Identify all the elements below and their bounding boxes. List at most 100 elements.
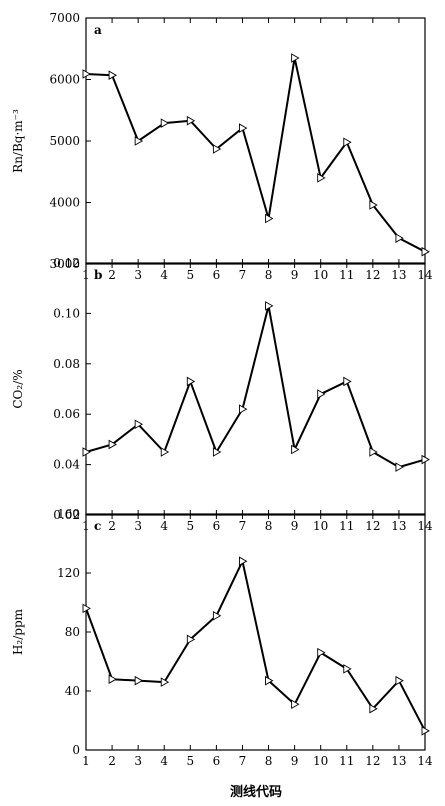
data-point: [186, 634, 196, 645]
data-point: [160, 677, 170, 687]
panel-label: c: [94, 519, 101, 533]
data-point: [421, 246, 430, 257]
y-tick-label: 7000: [49, 11, 80, 25]
x-tick-label: 10: [313, 268, 328, 282]
data-point: [186, 376, 196, 387]
plot-frame: [85, 262, 426, 516]
data-point: [343, 664, 352, 674]
data-point: [160, 118, 170, 128]
x-tick-label: 11: [339, 519, 354, 533]
data-point: [395, 233, 404, 243]
y-tick-label: 40: [65, 684, 80, 698]
x-tick-label: 11: [339, 268, 354, 282]
y-tick-label: 0.04: [53, 458, 80, 472]
data-point: [291, 444, 300, 455]
y-tick-label: 160: [57, 507, 80, 521]
x-tick-label: 2: [108, 519, 116, 533]
data-point: [421, 454, 430, 465]
y-tick-label: 0.12: [53, 256, 80, 270]
data-point: [395, 675, 404, 686]
x-tick-label: 12: [365, 754, 380, 768]
data-point: [108, 674, 117, 684]
x-tick-label: 3: [134, 268, 142, 282]
x-tick-label: 2: [108, 268, 116, 282]
x-tick-label: 7: [239, 519, 247, 533]
x-tick-label: 5: [186, 519, 194, 533]
series-line: [85, 560, 426, 732]
data-point: [343, 376, 352, 387]
x-tick-label: 11: [339, 754, 354, 768]
data-point: [317, 389, 326, 399]
data-point: [291, 699, 300, 710]
x-tick-label: 7: [239, 268, 247, 282]
x-tick-label: 5: [186, 754, 194, 768]
data-point: [212, 447, 222, 457]
data-point: [265, 213, 274, 224]
series-line: [85, 56, 426, 253]
x-tick-label: 4: [160, 519, 168, 533]
x-tick-label: 4: [160, 268, 168, 282]
x-tick-label: 3: [134, 519, 142, 533]
data-point: [239, 556, 248, 566]
x-tick-label: 13: [391, 519, 406, 533]
x-tick-label: 9: [291, 519, 299, 533]
x-tick-label: 4: [160, 754, 168, 768]
y-tick-label: 0.10: [53, 306, 80, 320]
panel-b: 0.02 0.04 0.06 0.08 0.10 0.12 1 2 3 4 5 6 7 8 9 10 11 12 1…: [11, 256, 433, 533]
y-tick-label: 120: [57, 566, 80, 580]
x-tick-label: 8: [265, 754, 273, 768]
data-point: [134, 136, 144, 146]
y-axis-label: CO₂/%: [11, 369, 25, 408]
y-axis-label: Rn/Bq·m⁻³: [11, 109, 25, 173]
y-tick-label: 3000: [49, 257, 80, 271]
data-point: [160, 447, 170, 457]
y-tick-label: 0.06: [53, 407, 80, 421]
y-tick-label: 80: [65, 625, 80, 639]
data-point: [291, 53, 300, 63]
x-tick-label: 12: [365, 519, 380, 533]
y-tick-label: 0.08: [53, 357, 80, 371]
data-point: [369, 447, 378, 457]
x-tick-label: 6: [213, 268, 221, 282]
data-point: [317, 173, 326, 183]
x-tick-label: 1: [82, 754, 90, 768]
data-point: [239, 123, 248, 133]
x-tick-label: 13: [391, 268, 406, 282]
y-tick-label: 0: [72, 743, 80, 757]
data-point: [212, 610, 222, 621]
data-point: [82, 603, 91, 614]
data-point: [134, 419, 144, 430]
data-point: [82, 447, 91, 457]
plot-frame: [85, 513, 426, 751]
data-point: [239, 404, 248, 414]
x-tick-label: 14: [417, 754, 433, 768]
data-point: [108, 439, 117, 450]
x-tick-label: 5: [186, 268, 194, 282]
data-point: [134, 675, 144, 686]
panel-label: b: [94, 268, 102, 282]
x-tick-label: 13: [391, 754, 406, 768]
data-point: [212, 144, 222, 154]
y-tick-label: 4000: [49, 196, 80, 210]
data-point: [82, 69, 91, 79]
x-tick-label: 6: [213, 519, 221, 533]
data-point: [317, 647, 326, 658]
x-tick-label: 9: [291, 754, 299, 768]
x-tick-label: 8: [265, 268, 273, 282]
x-axis-label: 测线代码: [230, 784, 282, 800]
data-point: [369, 200, 378, 210]
data-point: [265, 301, 274, 311]
data-point: [343, 137, 352, 148]
x-tick-label: 2: [108, 754, 116, 768]
data-point: [186, 115, 196, 126]
x-tick-label: 7: [239, 754, 247, 768]
series-line: [85, 304, 426, 469]
x-tick-label: 8: [265, 519, 273, 533]
panel-label: a: [94, 23, 102, 37]
data-point: [421, 726, 430, 736]
x-tick-label: 6: [213, 754, 221, 768]
y-tick-label: 0.02: [53, 508, 80, 522]
